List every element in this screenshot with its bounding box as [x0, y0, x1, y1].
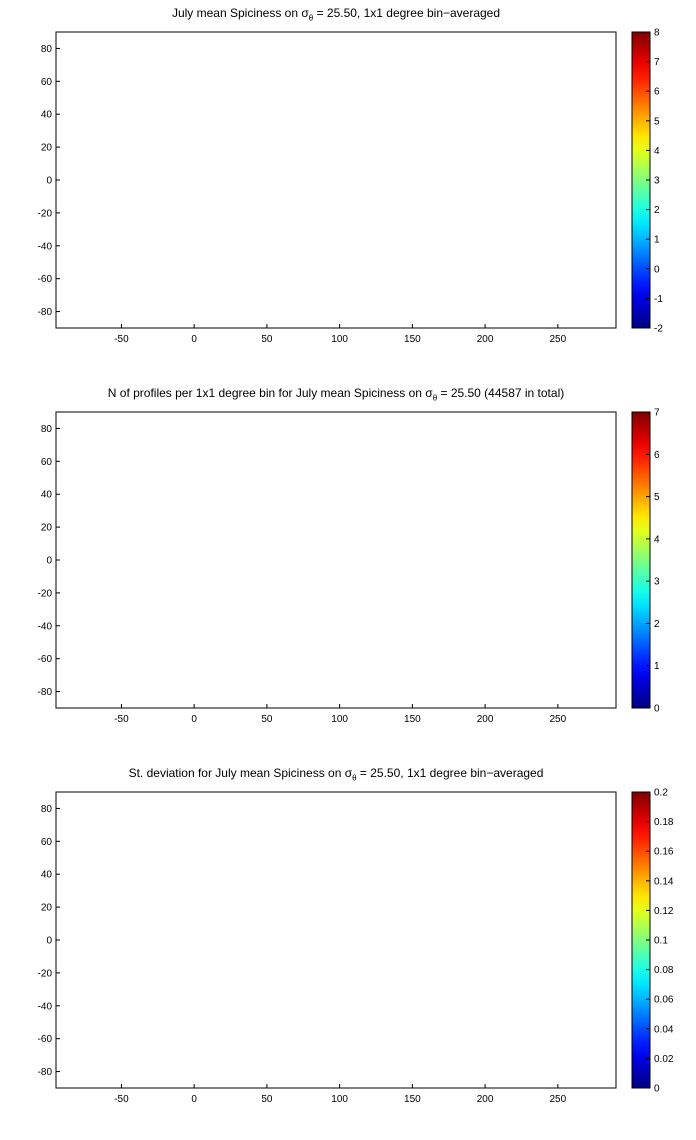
- x-tick-label: -50: [114, 334, 129, 345]
- colorbar-tick-label: 4: [654, 146, 660, 157]
- colorbar-tick-label: 6: [654, 450, 660, 461]
- y-tick-label: 80: [41, 424, 53, 435]
- chart-title: July mean Spiciness on σθ = 25.50, 1x1 d…: [171, 6, 501, 23]
- panel-std-deviation: St. deviation for July mean Spiciness on…: [0, 760, 696, 1140]
- y-tick-label: 20: [41, 143, 53, 154]
- y-tick-label: 0: [46, 936, 52, 947]
- colorbar-tick-label: 4: [654, 534, 660, 545]
- y-tick-label: -80: [38, 687, 53, 698]
- colorbar-tick-label: 0.08: [654, 965, 674, 976]
- colorbar: [632, 32, 650, 328]
- colorbar-tick-label: 5: [654, 116, 660, 127]
- y-tick-label: 60: [41, 837, 53, 848]
- y-tick-label: -80: [38, 307, 53, 318]
- colorbar-tick-label: 0.1: [654, 936, 668, 947]
- colorbar-tick-label: 0.14: [654, 876, 674, 887]
- y-tick-label: 40: [41, 110, 53, 121]
- x-tick-label: 200: [477, 1094, 494, 1105]
- x-tick-label: 150: [404, 714, 421, 725]
- x-tick-label: -50: [114, 1094, 129, 1105]
- map-frame: [55, 31, 617, 329]
- colorbar-tick-label: 0: [654, 704, 660, 715]
- colorbar-tick-label: 0.12: [654, 906, 674, 917]
- colorbar: [632, 412, 650, 708]
- x-tick-label: 200: [477, 714, 494, 725]
- y-tick-label: -60: [38, 1034, 53, 1045]
- colorbar-tick-label: 7: [654, 57, 660, 68]
- x-tick-label: 200: [477, 334, 494, 345]
- colorbar-tick-label: 0.06: [654, 995, 674, 1006]
- colorbar-tick-label: 3: [654, 176, 660, 187]
- y-tick-label: 80: [41, 44, 53, 55]
- colorbar-tick-label: 8: [654, 28, 660, 39]
- colorbar-tick-label: 0.04: [654, 1024, 674, 1035]
- x-tick-label: 50: [261, 714, 273, 725]
- x-tick-label: 0: [191, 334, 197, 345]
- y-tick-label: 60: [41, 457, 53, 468]
- colorbar-tick-label: 0: [654, 1084, 660, 1095]
- y-tick-label: -20: [38, 968, 53, 979]
- colorbar-tick-label: 0.16: [654, 847, 674, 858]
- y-tick-label: -20: [38, 588, 53, 599]
- panel-mean-spiciness: July mean Spiciness on σθ = 25.50, 1x1 d…: [0, 0, 696, 380]
- x-tick-label: 150: [404, 334, 421, 345]
- colorbar-tick-label: 1: [654, 235, 660, 246]
- y-tick-label: -40: [38, 1001, 53, 1012]
- y-tick-label: -60: [38, 654, 53, 665]
- y-tick-label: 20: [41, 523, 53, 534]
- x-tick-label: 100: [331, 714, 348, 725]
- colorbar-tick-label: 2: [654, 205, 660, 216]
- x-tick-label: 50: [261, 334, 273, 345]
- x-tick-label: 0: [191, 1094, 197, 1105]
- y-tick-label: -40: [38, 621, 53, 632]
- y-tick-label: 0: [46, 556, 52, 567]
- y-tick-label: 40: [41, 490, 53, 501]
- colorbar-tick-label: 3: [654, 577, 660, 588]
- map-frame: [55, 791, 617, 1089]
- y-tick-label: 0: [46, 176, 52, 187]
- colorbar-tick-label: 0.18: [654, 817, 674, 828]
- x-tick-label: 150: [404, 1094, 421, 1105]
- colorbar-tick-label: 0: [654, 264, 660, 275]
- x-tick-label: 0: [191, 714, 197, 725]
- y-tick-label: -60: [38, 274, 53, 285]
- panel-profile-count: N of profiles per 1x1 degree bin for Jul…: [0, 380, 696, 760]
- y-tick-label: 40: [41, 870, 53, 881]
- colorbar-tick-label: -1: [654, 294, 663, 305]
- chart-title: N of profiles per 1x1 degree bin for Jul…: [107, 386, 565, 403]
- colorbar-frame: [631, 411, 651, 709]
- map-chart: -50 0 50 100 150 200 250806040200-20-40-60-807…: [38, 408, 660, 726]
- y-tick-label: 20: [41, 903, 53, 914]
- colorbar-tick-label: 0.2: [654, 788, 668, 799]
- map-chart: -50 0 50 100 150 200 250806040200-20-40-60-808…: [38, 28, 664, 346]
- y-tick-label: 60: [41, 77, 53, 88]
- y-tick-label: -20: [38, 208, 53, 219]
- y-tick-label: 80: [41, 804, 53, 815]
- colorbar-tick-label: -2: [654, 324, 663, 335]
- y-tick-label: -80: [38, 1067, 53, 1078]
- map-frame: [55, 411, 617, 709]
- colorbar-tick-label: 6: [654, 87, 660, 98]
- y-tick-label: -40: [38, 241, 53, 252]
- colorbar-tick-label: 1: [654, 661, 660, 672]
- map-chart: -50 0 50 100 150 200 250806040200-20-40-60-800…: [38, 788, 674, 1106]
- colorbar: [632, 792, 650, 1088]
- colorbar-tick-label: 2: [654, 619, 660, 630]
- chart-title: St. deviation for July mean Spiciness on…: [128, 766, 544, 783]
- x-tick-label: -50: [114, 714, 129, 725]
- x-tick-label: 250: [549, 714, 566, 725]
- x-tick-label: 50: [261, 1094, 273, 1105]
- x-tick-label: 250: [549, 334, 566, 345]
- colorbar-tick-label: 5: [654, 492, 660, 503]
- colorbar-tick-label: 7: [654, 408, 660, 419]
- x-tick-label: 100: [331, 334, 348, 345]
- colorbar-tick-label: 0.02: [654, 1054, 674, 1065]
- x-tick-label: 100: [331, 1094, 348, 1105]
- x-tick-label: 250: [549, 1094, 566, 1105]
